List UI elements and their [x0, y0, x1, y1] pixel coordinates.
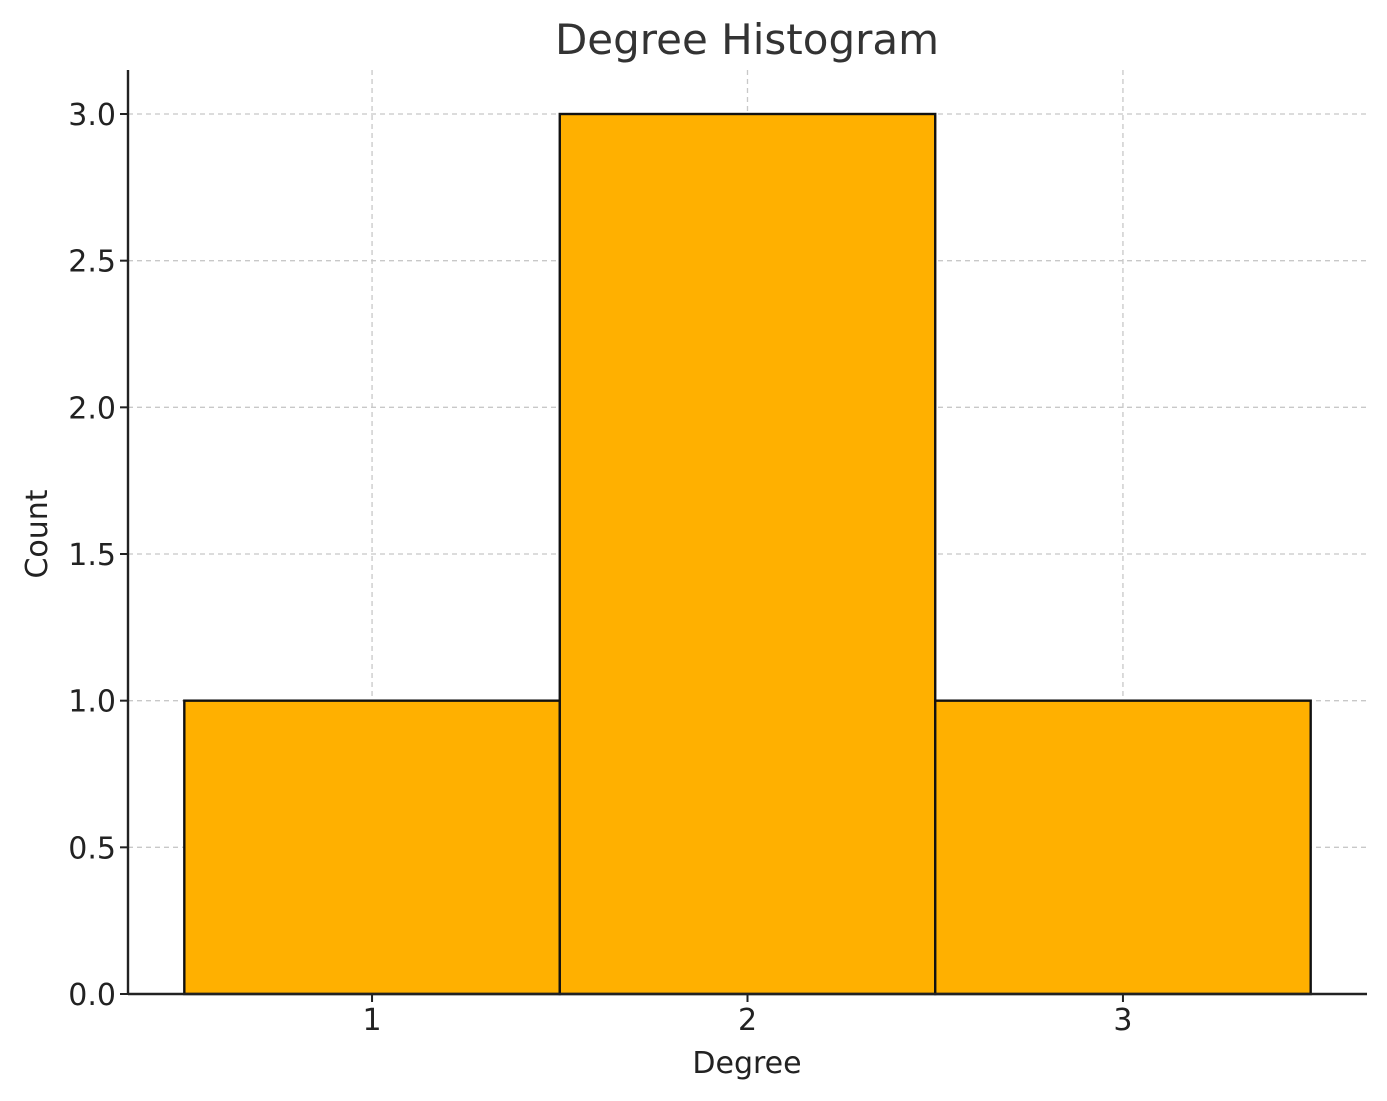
x-tick-label: 2	[738, 1003, 757, 1038]
x-axis-label: Degree	[692, 1046, 801, 1081]
ticks: 0.0 0.5 1.0 1.5 2.0 2.5 3.0 1 2 3	[68, 98, 1132, 1038]
y-tick-label: 0.5	[68, 831, 116, 866]
chart-title: Degree Histogram	[555, 15, 939, 64]
y-axis-label: Count	[20, 489, 55, 578]
y-tick-label: 2.0	[68, 391, 116, 426]
y-tick-label: 2.5	[68, 245, 116, 280]
bar-degree-1	[183, 699, 561, 996]
y-tick-label: 0.0	[68, 978, 116, 1013]
y-tick-label: 1.5	[68, 538, 116, 573]
bar-degree-3	[934, 699, 1312, 996]
bar-degree-2	[558, 112, 937, 996]
x-tick-label: 3	[1113, 1003, 1132, 1038]
y-tick-label: 3.0	[68, 98, 116, 133]
bars	[183, 112, 1312, 996]
x-tick-label: 1	[362, 1003, 381, 1038]
y-tick-label: 1.0	[68, 685, 116, 720]
